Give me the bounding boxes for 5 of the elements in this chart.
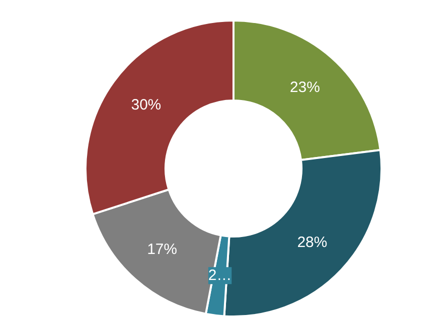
- data-label: 30%: [131, 96, 162, 114]
- data-label: 2…: [208, 267, 232, 284]
- data-label: 17%: [147, 241, 178, 258]
- data-label: 23%: [290, 78, 320, 96]
- data-label: 28%: [297, 234, 328, 251]
